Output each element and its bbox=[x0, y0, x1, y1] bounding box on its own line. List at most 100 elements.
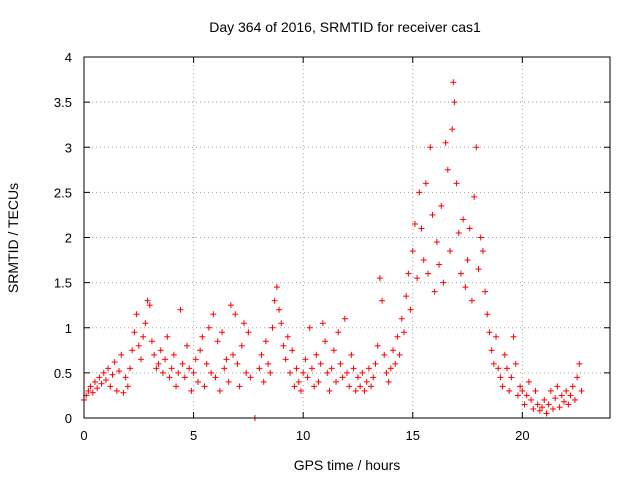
data-point bbox=[300, 369, 307, 376]
data-point bbox=[556, 404, 563, 411]
data-point bbox=[433, 239, 440, 246]
data-point bbox=[258, 351, 265, 358]
data-point bbox=[425, 270, 432, 277]
data-point bbox=[486, 329, 493, 336]
data-point bbox=[451, 99, 458, 106]
data-point bbox=[503, 365, 510, 372]
data-point bbox=[376, 275, 383, 282]
data-point bbox=[578, 387, 585, 394]
y-axis-label: SRMTID / TECUs bbox=[5, 183, 21, 293]
data-point bbox=[148, 338, 155, 345]
data-point bbox=[462, 284, 469, 291]
data-point bbox=[170, 351, 177, 358]
data-point bbox=[197, 347, 204, 354]
data-point bbox=[560, 398, 567, 405]
data-point bbox=[168, 365, 175, 372]
data-point bbox=[344, 369, 350, 376]
data-point bbox=[265, 360, 272, 367]
data-point bbox=[100, 369, 107, 376]
data-point bbox=[201, 383, 208, 390]
data-point bbox=[282, 356, 289, 363]
data-point bbox=[122, 374, 129, 381]
data-point bbox=[359, 369, 366, 376]
data-point bbox=[284, 333, 291, 340]
data-point bbox=[238, 342, 245, 349]
data-point bbox=[181, 374, 188, 381]
data-point bbox=[475, 266, 482, 273]
data-point bbox=[306, 324, 313, 331]
data-point bbox=[186, 365, 193, 372]
data-point bbox=[192, 356, 199, 363]
data-point bbox=[89, 389, 96, 396]
data-point bbox=[297, 387, 304, 394]
data-point bbox=[523, 392, 530, 399]
data-point bbox=[501, 351, 508, 358]
data-point bbox=[493, 333, 500, 340]
data-point bbox=[131, 329, 138, 336]
data-point bbox=[234, 360, 241, 367]
data-point bbox=[151, 351, 158, 358]
data-point bbox=[569, 383, 576, 390]
data-point bbox=[431, 288, 438, 295]
data-point bbox=[396, 351, 403, 358]
data-point bbox=[545, 401, 552, 408]
data-point bbox=[105, 365, 112, 372]
data-point bbox=[519, 387, 526, 394]
data-point bbox=[379, 297, 386, 304]
data-point bbox=[214, 338, 221, 345]
data-point bbox=[227, 302, 234, 309]
data-point bbox=[506, 387, 513, 394]
data-point bbox=[390, 347, 397, 354]
data-point bbox=[107, 383, 114, 390]
x-tick-label: 15 bbox=[406, 428, 420, 443]
data-point bbox=[484, 311, 491, 318]
data-point bbox=[91, 378, 98, 385]
data-point bbox=[530, 405, 537, 412]
x-axis-label: GPS time / hours bbox=[294, 457, 401, 473]
data-point bbox=[471, 193, 478, 200]
data-point bbox=[144, 297, 151, 304]
data-point bbox=[291, 383, 298, 390]
data-point bbox=[230, 351, 237, 358]
data-point bbox=[374, 342, 381, 349]
data-point bbox=[118, 351, 125, 358]
data-point bbox=[398, 315, 405, 322]
data-point bbox=[127, 365, 134, 372]
data-point bbox=[354, 374, 361, 381]
data-point bbox=[447, 248, 454, 255]
data-point bbox=[420, 257, 427, 264]
data-point bbox=[120, 389, 127, 396]
data-point bbox=[550, 405, 557, 412]
data-point bbox=[315, 378, 322, 385]
data-point bbox=[203, 360, 210, 367]
data-point bbox=[436, 261, 443, 268]
data-point bbox=[216, 387, 223, 394]
data-point bbox=[565, 401, 572, 408]
data-point bbox=[155, 360, 162, 367]
data-point bbox=[177, 306, 184, 313]
data-point bbox=[271, 297, 278, 304]
data-point bbox=[541, 396, 548, 403]
data-point bbox=[405, 270, 412, 277]
data-point bbox=[142, 320, 149, 327]
data-point bbox=[236, 383, 243, 390]
data-point bbox=[256, 365, 263, 372]
data-point bbox=[289, 347, 296, 354]
data-point bbox=[525, 378, 532, 385]
data-point bbox=[574, 374, 581, 381]
data-point bbox=[341, 315, 348, 322]
data-point bbox=[324, 369, 331, 376]
data-point bbox=[153, 365, 160, 372]
data-point bbox=[326, 387, 333, 394]
data-point bbox=[184, 342, 191, 349]
data-point bbox=[94, 385, 101, 392]
data-point bbox=[190, 369, 197, 376]
data-point bbox=[361, 387, 368, 394]
data-point bbox=[302, 356, 309, 363]
data-point bbox=[468, 297, 475, 304]
data-point bbox=[365, 365, 372, 372]
data-point bbox=[495, 365, 502, 372]
data-point bbox=[407, 306, 414, 313]
data-point bbox=[477, 234, 484, 241]
